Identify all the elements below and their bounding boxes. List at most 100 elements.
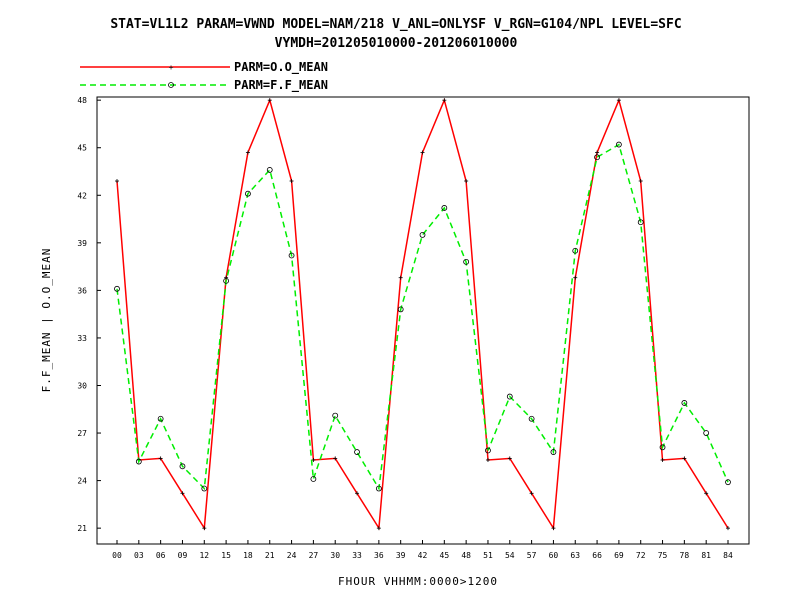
y-tick-label: 39 (77, 239, 87, 248)
series-0-point (551, 526, 556, 531)
series-1-point (637, 219, 644, 226)
series-1-point (703, 430, 710, 436)
series-1-point (332, 412, 339, 419)
series-1-point (288, 252, 295, 259)
series-0-point (660, 457, 665, 462)
y-tick-label: 21 (77, 524, 87, 533)
series-line-1 (116, 143, 729, 491)
legend-marker-o-mean: + (169, 63, 174, 72)
series-1-point (441, 205, 448, 211)
x-tick-label: 45 (440, 551, 450, 560)
x-tick-label: 72 (636, 551, 646, 560)
series-1-point (550, 449, 557, 455)
series-0-point (507, 456, 512, 461)
series-line-0 (116, 97, 729, 531)
x-tick-label: 69 (614, 551, 624, 560)
x-tick-label: 57 (527, 551, 537, 560)
x-tick-label: 21 (265, 551, 275, 560)
x-tick-label: 48 (461, 551, 471, 560)
y-axis: 48 45 42 39 36 33 30 27 24 21 (77, 96, 101, 533)
series-0-point (595, 150, 600, 155)
x-tick-label: 09 (178, 551, 188, 560)
series-1-point (354, 449, 360, 455)
x-tick-label: 66 (592, 551, 602, 560)
x-tick-label: 42 (418, 551, 428, 560)
series-1-point (594, 154, 600, 161)
series-1-point (681, 400, 688, 406)
chart-title-line2: VYMDH=201205010000-201206010000 (275, 36, 518, 51)
series-1-point (179, 463, 186, 470)
series-0-point (616, 98, 621, 103)
x-tick-label: 12 (199, 551, 209, 560)
x-tick-label: 27 (309, 551, 319, 560)
series-1-point (485, 447, 491, 454)
x-tick-label: 51 (483, 551, 493, 560)
x-tick-label: 30 (330, 551, 340, 560)
y-tick-label: 48 (77, 96, 87, 105)
x-tick-label: 15 (221, 551, 231, 560)
series-1-point (135, 458, 142, 465)
y-tick-label: 33 (77, 334, 87, 343)
x-axis-label: FHOUR VHHMM:0000>1200 (338, 575, 498, 588)
legend: + PARM=O.O_MEAN PARM=F.F_MEAN (80, 60, 328, 93)
x-tick-label: 75 (658, 551, 668, 560)
x-tick-label: 06 (156, 551, 166, 560)
x-tick-label: 84 (723, 551, 733, 560)
series-1-point (157, 415, 164, 422)
series-0-point (573, 275, 578, 280)
chart-title-line1: STAT=VL1L2 PARAM=VWND MODEL=NAM/218 V_AN… (110, 17, 681, 32)
x-tick-label: 39 (396, 551, 406, 560)
x-tick-label: 78 (680, 551, 690, 560)
legend-marker-f-mean (168, 82, 174, 88)
series-1-point (114, 285, 120, 292)
y-tick-label: 27 (77, 429, 87, 438)
series-0-point (267, 98, 272, 103)
y-tick-label: 45 (77, 144, 87, 153)
series-1-point (528, 415, 535, 422)
y-tick-label: 30 (77, 381, 87, 390)
y-tick-label: 24 (77, 477, 87, 486)
x-tick-label: 36 (374, 551, 384, 560)
series-1-point (725, 479, 731, 486)
series-1-point (463, 258, 470, 265)
series-0-point (355, 491, 360, 496)
series-0-point (202, 526, 207, 531)
series-1-point (659, 444, 666, 451)
series-1-point (201, 485, 208, 492)
series-0-point (726, 526, 730, 531)
x-tick-label: 54 (505, 551, 515, 560)
series-1-point (572, 247, 579, 254)
legend-label-f-mean: PARM=F.F_MEAN (234, 78, 328, 93)
series-1-point (419, 232, 426, 238)
y-tick-label: 36 (77, 286, 87, 295)
legend-label-o-mean: PARM=O.O_MEAN (234, 60, 328, 75)
x-tick-label: 03 (134, 551, 144, 560)
x-tick-label: 00 (112, 551, 122, 560)
series-0-point (529, 491, 534, 496)
series-1-point (506, 393, 513, 400)
series-group (114, 97, 731, 531)
series-0-point (485, 457, 490, 462)
series-0-point (115, 179, 119, 184)
series-0-point (682, 456, 687, 461)
series-0-point (442, 98, 447, 103)
series-1-point (266, 167, 273, 173)
y-axis-label: F.F_MEAN | O.O_MEAN (40, 248, 53, 393)
series-1-point (245, 190, 251, 197)
series-0-point (245, 150, 250, 155)
series-0-point (333, 456, 338, 461)
x-tick-label: 33 (352, 551, 362, 560)
series-0-point (158, 456, 163, 461)
x-axis: 00 03 06 09 12 15 18 21 24 27 30 33 36 39 42 45 48 51 54 57… (112, 540, 733, 560)
series-1-point (310, 476, 317, 482)
y-tick-label: 42 (77, 191, 87, 200)
x-tick-label: 60 (549, 551, 559, 560)
series-0-point (638, 179, 643, 184)
series-0-point (289, 179, 294, 184)
series-0-point (376, 526, 381, 531)
series-1-point (223, 277, 230, 284)
x-tick-label: 63 (570, 551, 580, 560)
series-0-point (224, 275, 229, 280)
series-0-point (180, 491, 185, 496)
